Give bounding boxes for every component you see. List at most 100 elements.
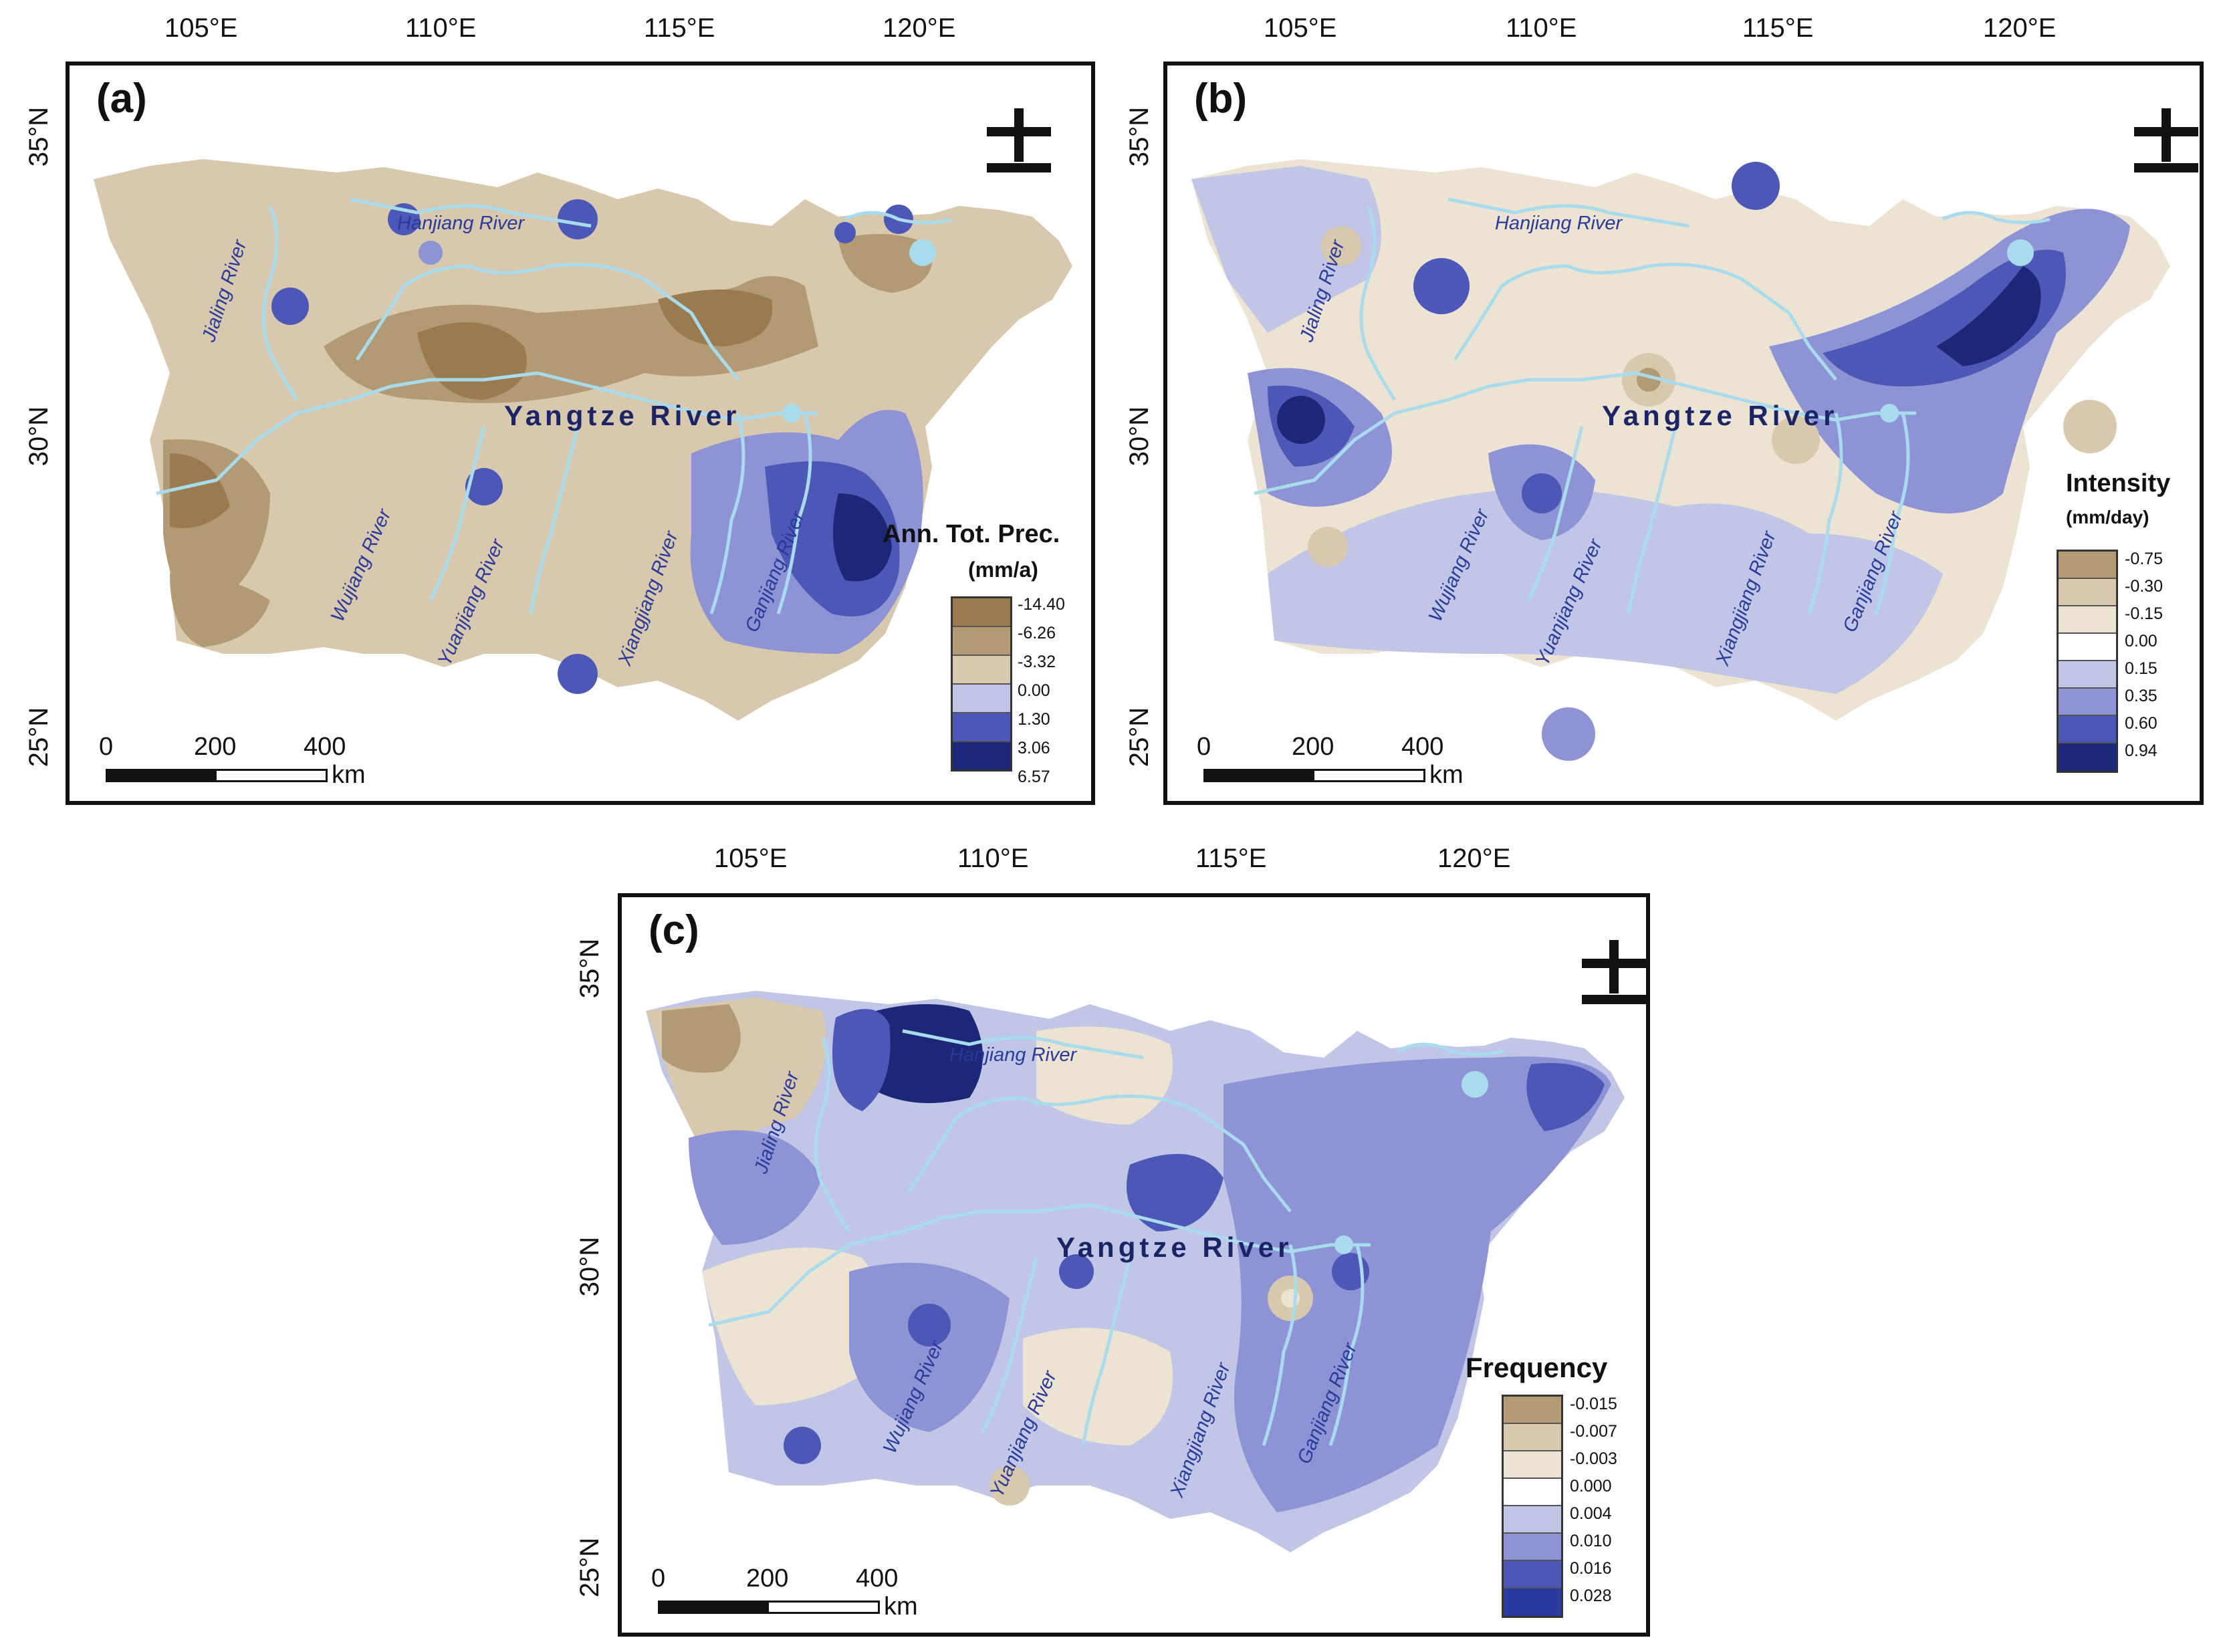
legend-title-b: Intensity (2066, 469, 2171, 497)
legend-ramp-b (2057, 550, 2118, 773)
legend-swatch (953, 713, 1010, 742)
legend-swatch (2059, 606, 2116, 634)
lon-label-110: 110°E (957, 844, 1029, 873)
lon-label-120: 120°E (883, 13, 956, 43)
legend-value: -14.40 (1018, 595, 1065, 614)
lat-label-30: 30°N (575, 1236, 605, 1297)
river-label-yangtze: Yangtze River (504, 400, 741, 431)
region-brown-nw (662, 1004, 741, 1073)
river-label-hanjiang: Hanjiang River (1495, 213, 1623, 234)
legend-value: 0.016 (1570, 1559, 1612, 1578)
legend-swatch (1504, 1451, 1561, 1479)
spot-blue (1732, 162, 1780, 210)
legend-swatch (1504, 1588, 1561, 1616)
lon-label-105: 105°E (1264, 13, 1337, 43)
region-periwinkle-e (1223, 1056, 1611, 1512)
scale-bar-b (1203, 769, 1425, 782)
legend-value: -0.015 (1570, 1395, 1617, 1413)
spot-navy (1277, 396, 1325, 444)
legend-ramp-c (1502, 1395, 1563, 1618)
scale-tick-200: 200 (1292, 733, 1334, 761)
panel-label-a: (a) (96, 76, 147, 122)
spot-blue (271, 287, 309, 325)
lon-label-120: 120°E (1437, 844, 1511, 873)
legend-value: -0.007 (1570, 1422, 1617, 1441)
legend-swatch (1504, 1506, 1561, 1534)
scale-tick-400: 400 (304, 733, 346, 761)
map-frame-b: (b) Hanjiang River Jialing River Yangtze… (1163, 62, 2204, 805)
scale-bar-a (106, 769, 328, 782)
lon-label-105: 105°E (164, 13, 238, 43)
lat-label-25: 25°N (24, 707, 54, 768)
map-frame-a: (a) Hanjiang River Jialing River Yangtze… (66, 62, 1095, 805)
legend-value: 0.028 (1570, 1586, 1612, 1605)
river-network (1254, 197, 2051, 614)
region-blue-center (1127, 1154, 1223, 1231)
river-label-yangtze: Yangtze River (1056, 1231, 1293, 1263)
legend-value: 6.57 (1018, 768, 1050, 786)
region-beige-n (1036, 1026, 1173, 1125)
legend-value: -0.003 (1570, 1449, 1617, 1468)
legend-unit-b: (mm/day) (2066, 507, 2149, 527)
region-navy-east (833, 493, 892, 582)
north-arrow-icon (987, 108, 1051, 172)
legend-value: 0.000 (1570, 1477, 1612, 1496)
legend-value: 3.06 (1018, 739, 1050, 757)
scale-unit: km (1429, 761, 1464, 789)
legend-swatch (953, 656, 1010, 685)
region-darkbrown-northcenter (658, 289, 773, 346)
region-brown-sw (170, 574, 270, 647)
spot-blue (834, 222, 856, 243)
lat-label-35: 35°N (24, 106, 54, 167)
legend-swatch (2059, 743, 2116, 771)
scale-tick-400: 400 (1401, 733, 1444, 761)
region-blue-ne (1526, 1063, 1605, 1131)
lon-label-115: 115°E (1195, 844, 1267, 873)
map-frame-c: (c) Hanjiang River Jialing River Yangtze… (618, 893, 1650, 1637)
legend-swatch (953, 685, 1010, 713)
spot-tan (2063, 400, 2117, 453)
river-label-yangtze: Yangtze River (1602, 400, 1839, 431)
lake (2007, 239, 2034, 266)
choropleth-map-c (646, 991, 1625, 1552)
region-periwinkle-w (689, 1130, 822, 1245)
legend-value: -0.75 (2125, 550, 2163, 568)
legend-swatch (1504, 1424, 1561, 1451)
lon-label-110: 110°E (405, 13, 477, 43)
scale-tick-400: 400 (856, 1564, 899, 1592)
legend-title-c: Frequency (1466, 1352, 1608, 1383)
legend-swatch (1504, 1479, 1561, 1506)
spot-tan (1308, 527, 1348, 567)
panel-label-b: (b) (1194, 76, 1248, 122)
legend-swatch (953, 598, 1010, 627)
lon-label-110: 110°E (1506, 13, 1577, 43)
lon-label-115: 115°E (644, 13, 715, 43)
legend-value: 0.35 (2125, 687, 2157, 705)
scale-tick-200: 200 (746, 1564, 789, 1592)
region-darkbrown-west (170, 453, 230, 528)
legend-swatch (2059, 552, 2116, 579)
lat-label-35: 35°N (575, 938, 605, 999)
lake (1880, 404, 1899, 423)
lon-label-120: 120°E (1983, 13, 2057, 43)
legend-swatch (1504, 1397, 1561, 1424)
lat-label-25: 25°N (1125, 707, 1155, 768)
legend-value: 0.94 (2125, 741, 2157, 760)
legend-swatch (2059, 661, 2116, 689)
scale-tick-0: 0 (651, 1564, 666, 1592)
region-periwinkle-s (849, 1262, 1010, 1432)
legend-value: 0.00 (2125, 632, 2157, 651)
region-lavender-south (1268, 489, 1943, 694)
legend-swatch (2059, 579, 2116, 606)
legend-title-a: Ann. Tot. Prec. (883, 520, 1060, 548)
lon-label-115: 115°E (1742, 13, 1814, 43)
spot-blue (558, 199, 598, 239)
legend-value: 0.00 (1018, 681, 1050, 700)
legend-value: -6.26 (1018, 624, 1056, 642)
lat-label-25: 25°N (575, 1537, 605, 1598)
spot-blue (1522, 473, 1562, 513)
region-beige-sw (702, 1248, 887, 1405)
region-brown-ne (838, 234, 933, 293)
legend-swatch (2059, 716, 2116, 743)
river-label-hanjiang: Hanjiang River (949, 1044, 1077, 1066)
